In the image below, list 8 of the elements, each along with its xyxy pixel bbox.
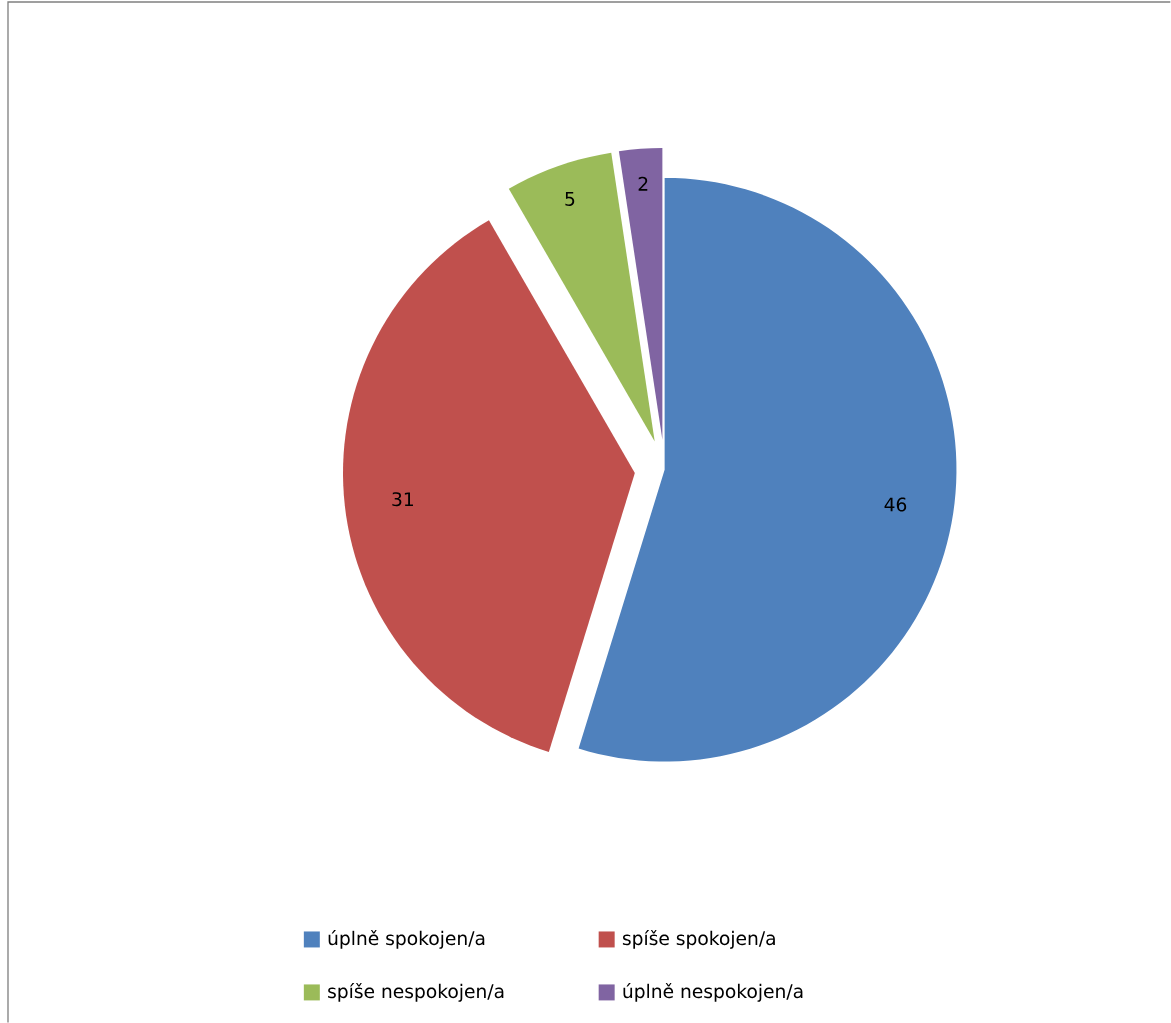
data-label: 2 — [638, 176, 648, 191]
legend-label: spíše nespokojen/a — [328, 982, 504, 1002]
data-label: 46 — [884, 497, 907, 512]
data-label: 5 — [565, 192, 575, 206]
legend-label: spíše spokojen/a — [622, 930, 775, 949]
legend-label: úplně nespokojen/a — [623, 982, 803, 1002]
data-label: 31 — [392, 492, 413, 507]
legend-label: úplně spokojen/a — [328, 930, 485, 949]
